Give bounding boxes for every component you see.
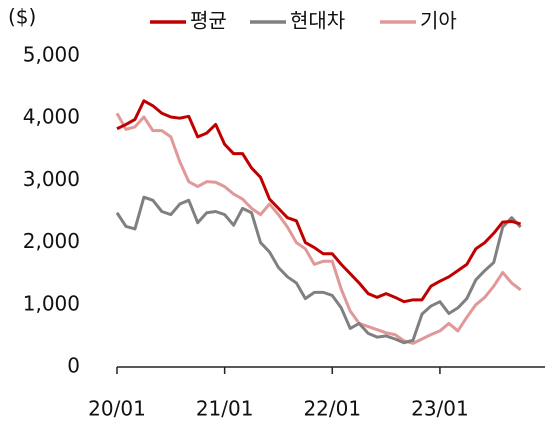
x-tick-label: 21/01 — [196, 397, 254, 421]
legend-label: 현대차 — [290, 9, 345, 33]
y-axis-label: ($) — [8, 5, 36, 29]
x-tick-label: 22/01 — [303, 397, 361, 421]
series-line — [115, 112, 522, 345]
legend-label: 평균 — [190, 9, 227, 33]
y-tick-label: 5,000 — [23, 43, 80, 67]
y-tick-label: 2,000 — [23, 229, 80, 253]
series-line — [115, 195, 522, 345]
y-tick-label: 4,000 — [23, 105, 80, 129]
y-tick-label: 1,000 — [23, 291, 80, 315]
y-tick-label: 3,000 — [23, 167, 80, 191]
series-line — [116, 99, 522, 304]
x-tick-label: 20/01 — [88, 397, 146, 421]
y-tick-label: 0 — [67, 354, 80, 378]
x-tick-label: 23/01 — [411, 397, 469, 421]
legend-label: 기아 — [420, 9, 457, 33]
